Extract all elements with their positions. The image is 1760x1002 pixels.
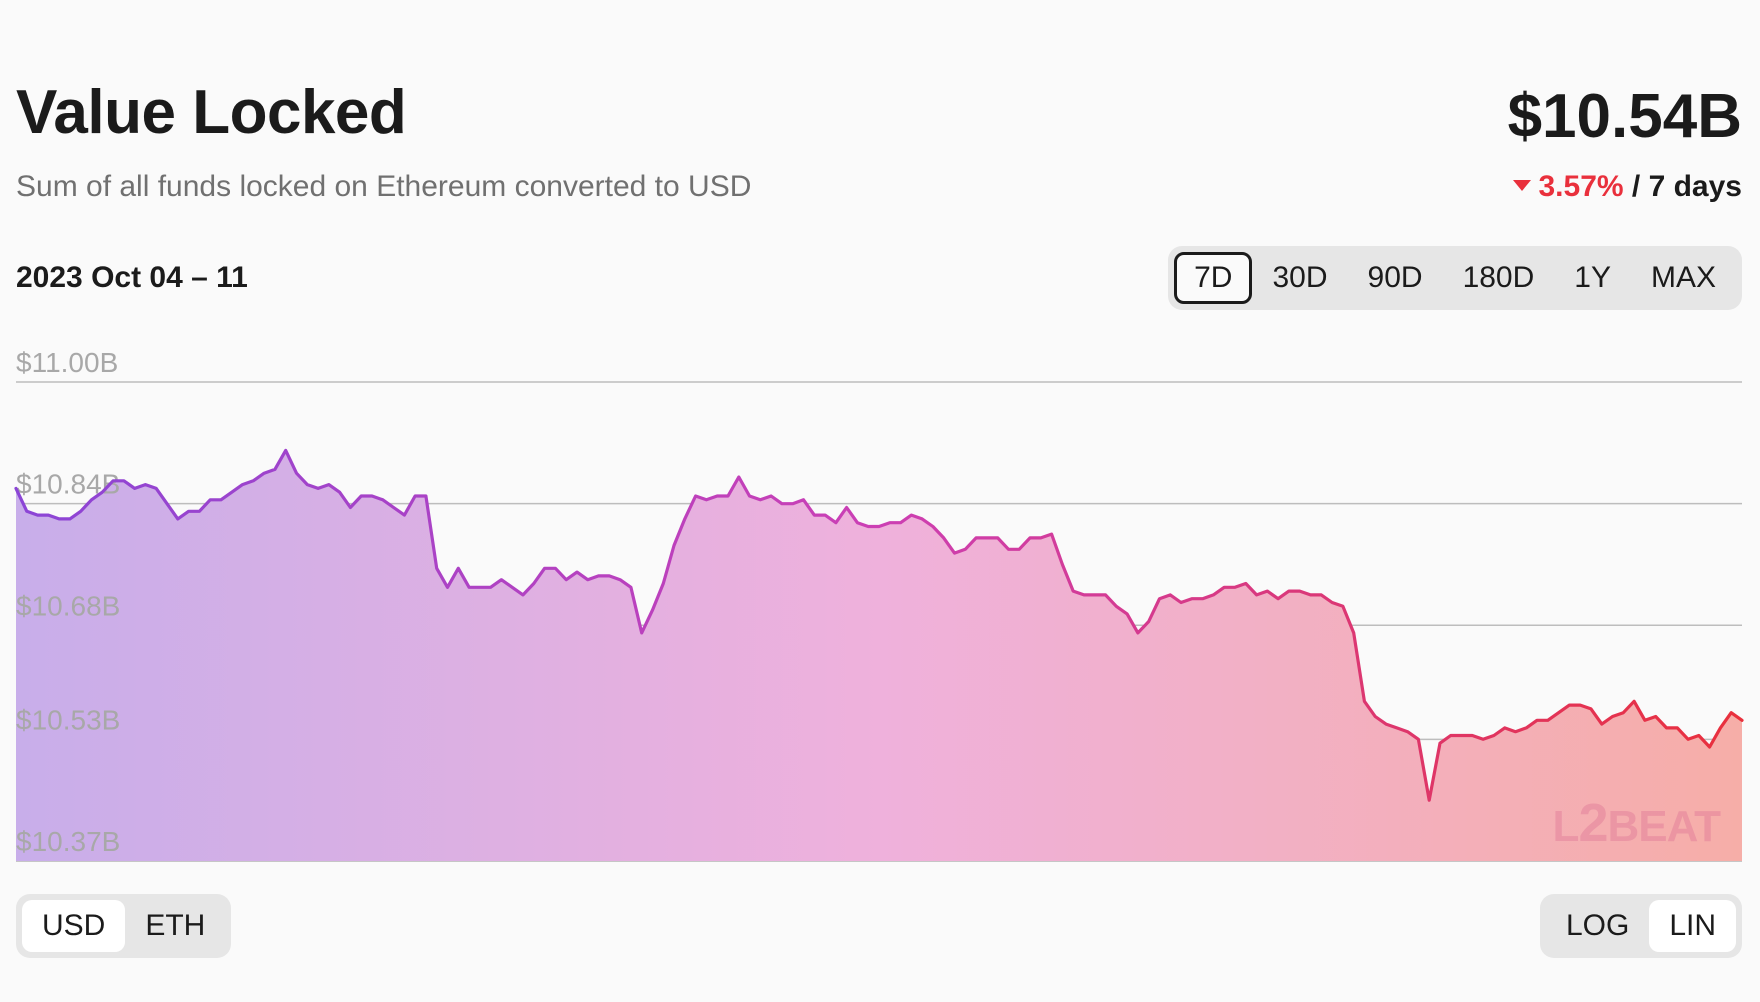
- l2beat-watermark-logo: L2BEAT: [1552, 793, 1721, 853]
- change-percent: 3.57%: [1538, 170, 1624, 203]
- range-option-7d[interactable]: 7D: [1174, 252, 1253, 304]
- scale-option-lin[interactable]: LIN: [1649, 900, 1736, 952]
- value-area-fill: [16, 450, 1742, 861]
- unit-selector: USD ETH: [16, 894, 232, 958]
- range-option-max[interactable]: MAX: [1650, 261, 1716, 294]
- range-option-1y[interactable]: 1Y: [1574, 261, 1611, 294]
- range-option-30d[interactable]: 30D: [1272, 261, 1328, 294]
- range-option-90d[interactable]: 90D: [1367, 261, 1423, 294]
- total-value: $10.54B: [1507, 82, 1742, 151]
- time-range-selector: 7D 30D 90D 180D 1Y MAX: [1168, 246, 1742, 310]
- date-range-label: 2023 Oct 04 – 11: [16, 261, 248, 294]
- value-series-line[interactable]: [14, 448, 1744, 802]
- page-title: Value Locked: [16, 78, 407, 147]
- page-subtitle: Sum of all funds locked on Ethereum conv…: [16, 170, 752, 203]
- y-tick-label: $11.00B: [16, 347, 118, 378]
- y-tick-label: $10.37B: [16, 826, 120, 857]
- watermark-beat: BEAT: [1607, 802, 1721, 851]
- y-tick-label: $10.53B: [16, 704, 120, 735]
- range-option-180d[interactable]: 180D: [1462, 261, 1535, 294]
- unit-option-eth[interactable]: ETH: [145, 909, 206, 942]
- change-period: / 7 days: [1631, 170, 1742, 203]
- y-tick-label: $10.68B: [16, 590, 120, 621]
- unit-option-usd[interactable]: USD: [22, 900, 126, 952]
- change-summary: 3.57% / 7 days: [1512, 170, 1742, 203]
- scale-option-log[interactable]: LOG: [1565, 909, 1630, 942]
- watermark-two: 2: [1578, 793, 1608, 853]
- watermark-l: L: [1552, 802, 1580, 851]
- scale-selector: LOG LIN: [1539, 894, 1742, 958]
- value-locked-chart[interactable]: $11.00B $10.84B $10.68B $10.53B $10.37B: [0, 330, 1760, 870]
- y-tick-label: $10.84B: [16, 469, 120, 500]
- y-axis-ticks: $11.00B $10.84B $10.68B $10.53B $10.37B: [16, 347, 120, 857]
- triangle-down-icon: [1512, 179, 1531, 191]
